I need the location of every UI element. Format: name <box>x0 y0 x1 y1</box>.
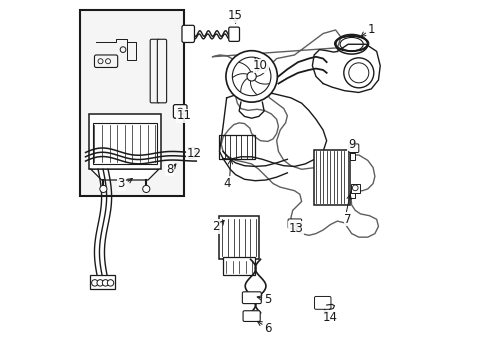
FancyBboxPatch shape <box>242 292 261 303</box>
Polygon shape <box>91 169 159 180</box>
Ellipse shape <box>339 37 363 51</box>
Circle shape <box>232 57 270 96</box>
Circle shape <box>120 47 125 53</box>
Bar <box>349 191 354 198</box>
FancyBboxPatch shape <box>157 39 166 103</box>
Circle shape <box>291 224 297 229</box>
Circle shape <box>225 51 277 102</box>
FancyBboxPatch shape <box>173 105 186 118</box>
Circle shape <box>352 185 357 191</box>
Bar <box>219 135 255 158</box>
Bar <box>223 257 255 275</box>
Text: 1: 1 <box>367 23 374 36</box>
Text: 14: 14 <box>322 311 337 324</box>
Text: 13: 13 <box>288 222 303 235</box>
Circle shape <box>98 59 103 64</box>
Text: 7: 7 <box>344 213 351 226</box>
Ellipse shape <box>335 35 367 54</box>
Circle shape <box>100 185 107 193</box>
Text: 9: 9 <box>347 138 355 151</box>
FancyBboxPatch shape <box>150 39 159 103</box>
Text: 12: 12 <box>186 147 202 160</box>
Circle shape <box>177 108 183 114</box>
Text: 4: 4 <box>223 177 230 190</box>
Bar <box>219 216 258 258</box>
Circle shape <box>107 280 114 286</box>
Bar <box>80 10 183 196</box>
Circle shape <box>142 185 149 193</box>
Text: 15: 15 <box>228 9 243 22</box>
Bar <box>313 150 349 205</box>
FancyBboxPatch shape <box>182 25 194 42</box>
Circle shape <box>246 72 256 81</box>
FancyBboxPatch shape <box>228 27 239 41</box>
Bar <box>90 275 115 289</box>
Text: 6: 6 <box>264 322 271 335</box>
Text: 11: 11 <box>176 109 191 122</box>
Text: 8: 8 <box>165 163 173 176</box>
FancyBboxPatch shape <box>314 296 330 309</box>
FancyBboxPatch shape <box>348 144 358 153</box>
Bar <box>349 153 354 160</box>
FancyBboxPatch shape <box>243 311 260 321</box>
Text: 10: 10 <box>253 59 267 72</box>
Bar <box>89 114 160 169</box>
FancyBboxPatch shape <box>287 219 301 228</box>
FancyBboxPatch shape <box>94 55 118 67</box>
Bar <box>350 184 359 193</box>
Text: 3: 3 <box>117 177 125 190</box>
Bar <box>93 123 157 164</box>
Polygon shape <box>188 147 197 158</box>
Text: 5: 5 <box>264 293 271 306</box>
Circle shape <box>343 58 373 88</box>
Circle shape <box>97 280 103 286</box>
Text: 2: 2 <box>212 220 219 233</box>
Circle shape <box>102 280 108 286</box>
Circle shape <box>348 63 368 83</box>
Circle shape <box>105 59 110 64</box>
Circle shape <box>91 280 98 286</box>
